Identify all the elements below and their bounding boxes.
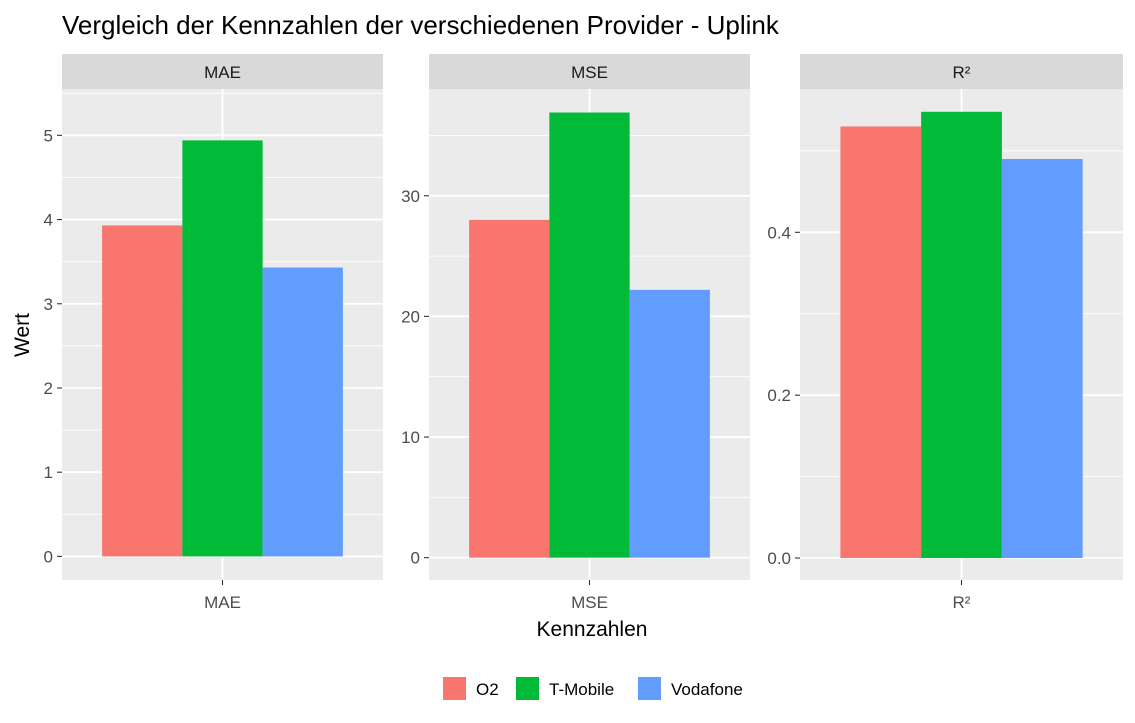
y-tick-label: 10 [401, 428, 420, 447]
facet-strip [62, 54, 383, 89]
legend-key [516, 677, 539, 700]
facet-panel-2: R² 0.0 0.2 0.4 R² [767, 54, 1123, 612]
facet-strip [429, 54, 750, 89]
bar-t-mobile [921, 111, 1002, 559]
bar-t-mobile [549, 112, 630, 558]
bar-t-mobile [182, 140, 263, 557]
y-tick-label: 0 [411, 549, 420, 568]
bar-o2 [102, 225, 183, 557]
facet-panel-0: MAE 0 1 2 3 4 5 MAE [44, 54, 383, 612]
legend-label: Vodafone [671, 680, 743, 699]
x-tick-label: MAE [204, 593, 241, 612]
y-tick-label: 3 [44, 295, 53, 314]
legend-key [638, 677, 661, 700]
x-tick-label: R² [953, 593, 971, 612]
legend-item: T-Mobile [516, 677, 614, 700]
y-tick-label: 1 [44, 463, 53, 482]
bar-o2 [469, 219, 550, 558]
y-tick-label: 5 [44, 126, 53, 145]
facet-panels: MAE 0 1 2 3 4 5 MAE MSE 0 10 20 30 MSE R² 0.0 0.2 0.4 R² [44, 54, 1123, 612]
chart-title: Vergleich der Kennzahlen der verschieden… [62, 10, 780, 40]
x-tick-label: MSE [571, 593, 608, 612]
y-tick-label: 0 [44, 547, 53, 566]
x-axis-title: Kennzahlen [537, 618, 648, 641]
facet-strip [800, 54, 1123, 89]
bar-vodafone [1001, 159, 1083, 559]
y-tick-label: 2 [44, 379, 53, 398]
bar-o2 [840, 126, 922, 559]
facet-panel-1: MSE 0 10 20 30 MSE [401, 54, 750, 612]
y-tick-label: 20 [401, 307, 420, 326]
facet-strip-label: R² [953, 63, 971, 82]
y-tick-label: 0.2 [767, 386, 791, 405]
facet-strip-label: MAE [204, 63, 241, 82]
y-tick-label: 4 [44, 211, 53, 230]
legend-label: T-Mobile [549, 680, 614, 699]
legend-item: Vodafone [638, 677, 743, 700]
facet-strip-label: MSE [571, 63, 608, 82]
bar-vodafone [629, 289, 710, 558]
legend-item: O2 [443, 677, 499, 700]
legend-key [443, 677, 466, 700]
y-tick-label: 0.4 [767, 223, 791, 242]
y-tick-label: 30 [401, 187, 420, 206]
legend: O2 T-Mobile Vodafone [443, 677, 743, 700]
legend-label: O2 [476, 680, 499, 699]
y-axis-title: Wert [11, 313, 34, 357]
bar-vodafone [262, 267, 343, 557]
y-tick-label: 0.0 [767, 549, 791, 568]
